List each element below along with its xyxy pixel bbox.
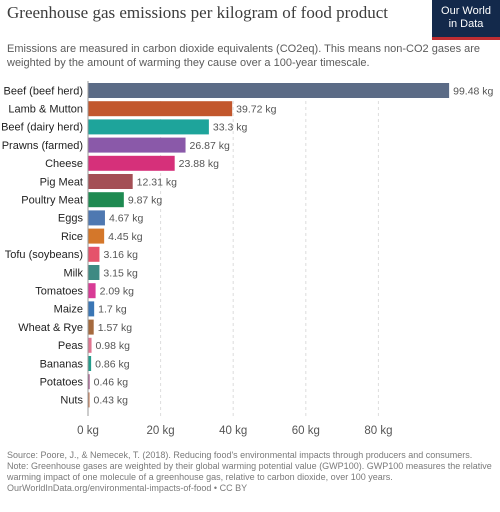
bar	[88, 228, 105, 244]
bar	[88, 283, 96, 299]
category-label: Tomatoes	[35, 286, 83, 298]
value-label: 26.87 kg	[190, 140, 230, 152]
value-label: 0.46 kg	[94, 377, 129, 389]
category-label: Beef (dairy herd)	[1, 122, 83, 134]
tick-label: 0 kg	[77, 425, 99, 437]
tick-label: 80 kg	[364, 425, 392, 437]
value-label: 1.7 kg	[98, 304, 127, 316]
value-label: 2.09 kg	[100, 286, 135, 298]
value-label: 12.31 kg	[137, 176, 177, 188]
bar	[88, 301, 95, 317]
bar	[88, 392, 90, 408]
bar	[88, 210, 105, 226]
value-label: 0.43 kg	[94, 395, 129, 407]
category-label: Pig Meat	[40, 176, 83, 188]
category-label: Bananas	[40, 358, 84, 370]
bar	[88, 356, 92, 371]
category-label: Nuts	[60, 395, 83, 407]
source-note: Source: Poore, J., & Nemecek, T. (2018).…	[7, 450, 473, 460]
category-label: Eggs	[58, 213, 84, 225]
value-label: 3.15 kg	[103, 267, 138, 279]
bar	[88, 83, 450, 98]
bar	[88, 374, 90, 390]
category-label: Beef (beef herd)	[4, 85, 84, 97]
bar	[88, 246, 100, 262]
category-label: Lamb & Mutton	[8, 104, 83, 116]
value-label: 0.86 kg	[95, 358, 130, 370]
bar	[88, 319, 94, 335]
methodology-note: Note: Greenhouse gases are weighted by t…	[7, 461, 492, 482]
value-label: 23.88 kg	[179, 158, 219, 170]
bar	[88, 119, 209, 135]
bar	[88, 265, 100, 280]
category-label: Cheese	[45, 158, 83, 170]
bar	[88, 337, 92, 353]
chart-subtitle: Emissions are measured in carbon dioxide…	[7, 43, 481, 69]
value-label: 33.3 kg	[213, 122, 248, 134]
category-label: Potatoes	[40, 377, 84, 389]
category-label: Maize	[54, 304, 83, 316]
value-label: 4.45 kg	[108, 231, 143, 243]
chart-footer: Source: Poore, J., & Nemecek, T. (2018).…	[7, 450, 497, 494]
credit-link[interactable]: OurWorldInData.org/environmental-impacts…	[7, 483, 248, 493]
category-label: Wheat & Rye	[18, 322, 83, 334]
chart-title: Greenhouse gas emissions per kilogram of…	[7, 3, 388, 22]
value-label: 0.98 kg	[96, 340, 131, 352]
tick-label: 60 kg	[292, 425, 320, 437]
category-label: Tofu (soybeans)	[5, 249, 83, 261]
value-label: 99.48 kg	[453, 85, 493, 97]
tick-label: 40 kg	[219, 425, 247, 437]
value-label: 3.16 kg	[103, 249, 138, 261]
logo-text-line1: Our World	[441, 5, 491, 17]
value-label: 9.87 kg	[128, 195, 163, 207]
value-label: 39.72 kg	[236, 104, 276, 116]
category-label: Milk	[63, 267, 83, 279]
tick-label: 20 kg	[147, 425, 175, 437]
value-label: 1.57 kg	[98, 322, 133, 334]
bar-chart: Beef (beef herd) 99.48 kg Lamb & Mutton 39.…	[1, 81, 494, 437]
bar	[88, 192, 124, 208]
bar	[88, 137, 186, 153]
bar	[88, 101, 233, 117]
bar	[88, 174, 133, 189]
logo-text-line2: in Data	[448, 18, 484, 30]
bar	[88, 155, 175, 171]
category-label: Poultry Meat	[21, 195, 83, 207]
category-label: Rice	[61, 231, 83, 243]
owid-logo[interactable]: Our World in Data	[432, 0, 500, 40]
category-label: Peas	[58, 340, 84, 352]
category-label: Prawns (farmed)	[2, 140, 83, 152]
value-label: 4.67 kg	[109, 213, 144, 225]
